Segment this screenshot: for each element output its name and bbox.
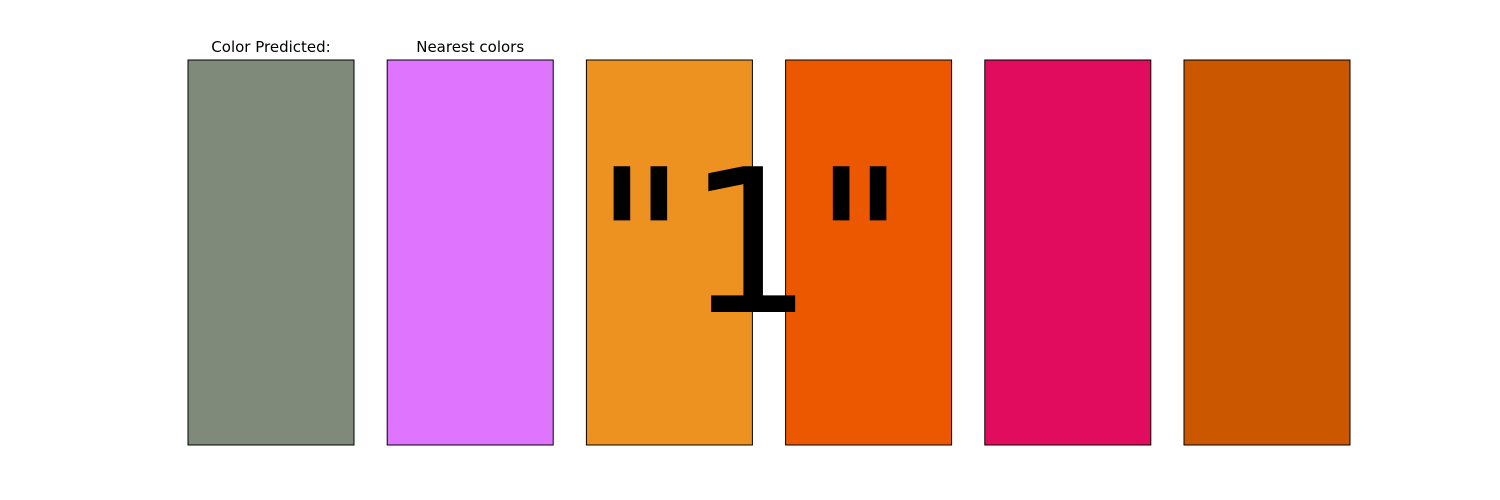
- nearest-color-swatch-2: [585, 59, 753, 446]
- panel-title-0: Color Predicted:: [211, 38, 330, 56]
- nearest-color-swatch-4: [984, 59, 1152, 446]
- nearest-color-swatch-5: [1183, 59, 1351, 446]
- panel-title-1: Nearest colors: [416, 38, 524, 56]
- swatch-panels: Color Predicted: Nearest colors: [187, 38, 1351, 446]
- predicted-color-swatch: [187, 59, 355, 446]
- nearest-color-swatch-3: [785, 59, 953, 446]
- overlay-label: "1": [594, 127, 905, 360]
- nearest-color-swatch-1: [386, 59, 554, 446]
